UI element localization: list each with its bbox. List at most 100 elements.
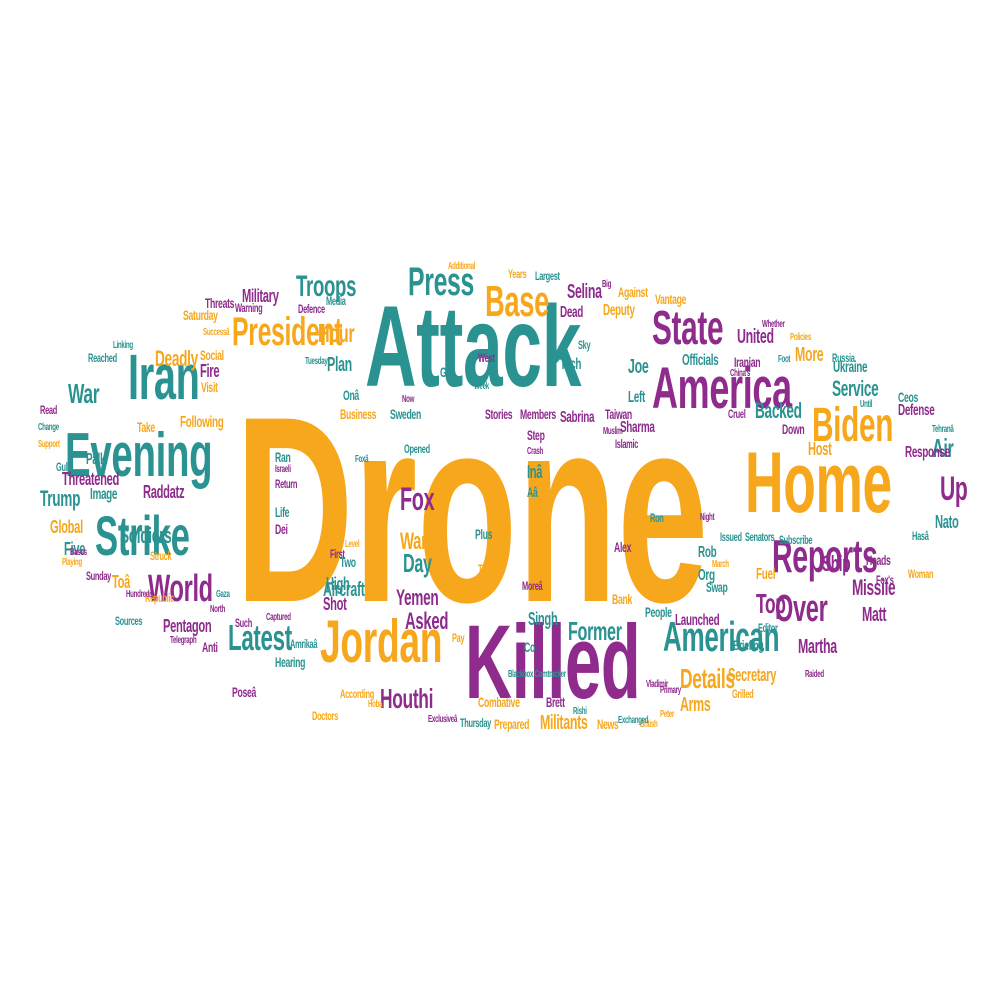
word-state: State <box>652 302 724 355</box>
word-social: Social <box>200 347 224 363</box>
word-nato: Nato <box>935 512 959 532</box>
word-following: Following <box>180 414 224 431</box>
word-raddatz: Raddatz <box>143 482 185 502</box>
word-years: Years <box>508 267 527 281</box>
word-fuel: Fuel <box>756 566 776 583</box>
word-whether: Whether <box>762 319 785 330</box>
word-launched: Launched <box>675 612 720 629</box>
word-united: United <box>737 326 774 348</box>
word-vladimir: Vladimir <box>646 679 668 690</box>
word-trump: Trump <box>40 486 81 511</box>
word-members: Members <box>520 406 556 422</box>
word-sweden: Sweden <box>390 406 421 422</box>
word-hundreds: Hundreds <box>126 589 153 600</box>
word-until: Until <box>860 399 873 410</box>
word-defense: Defense <box>898 402 935 419</box>
word-saturday: Saturday <box>183 307 218 323</box>
word-strike: Strike <box>95 504 190 567</box>
word-missile: Missile <box>852 575 896 600</box>
word-editor: Editor <box>758 621 778 635</box>
word-visit: Visit <box>201 379 218 395</box>
word-fox-s: Fox's <box>876 573 894 587</box>
word-deadly: Deadly <box>155 346 198 371</box>
word-primary: Primary <box>660 685 681 696</box>
word-british: British <box>640 719 658 730</box>
word-take: Take <box>137 419 155 435</box>
word-drone: Drone <box>235 362 709 658</box>
word-evening: Evening <box>65 421 213 490</box>
word-crash: Crash <box>527 446 544 457</box>
word-telegraph: Telegraph <box>170 635 197 646</box>
word-issued: Issued <box>720 530 742 544</box>
word-vantage: Vantage <box>655 291 687 307</box>
word-life: Life <box>275 504 290 520</box>
word-more: More <box>795 344 824 366</box>
word-dead: Dead <box>560 304 584 321</box>
word-hoba: Hoba <box>368 699 383 710</box>
word-killed: Killed <box>465 604 641 721</box>
word-up: Up <box>940 470 968 508</box>
word-selina: Selina <box>567 281 602 303</box>
word-struck: Struck <box>150 549 172 563</box>
word-republic: Republic <box>145 591 174 605</box>
word-has-: Hasâ <box>912 529 929 543</box>
word-peter: Peter <box>660 709 674 720</box>
word-pentagon: Pentagon <box>163 616 212 636</box>
word-success-: Successâ <box>203 327 230 338</box>
word-tech: Tech <box>560 356 582 373</box>
word-prepared: Prepared <box>494 716 530 732</box>
word-top: Top <box>756 588 786 619</box>
word-taiwan: Taiwan <box>605 406 632 422</box>
word-read: Read <box>40 403 57 417</box>
word-largest: Largest <box>535 269 560 283</box>
word-air: Air <box>932 433 954 463</box>
word-business: Business <box>340 406 377 422</box>
word-aircraft: Aircraft <box>323 579 365 601</box>
word-islamic: Islamic <box>615 437 639 451</box>
word-such: Such <box>235 616 252 630</box>
word-briefing: Briefing <box>733 637 764 653</box>
word-rishi: Rishi <box>573 706 587 717</box>
word-deputy: Deputy <box>603 302 635 319</box>
word-senators: Senators <box>745 530 775 544</box>
word-go: Go <box>440 364 452 380</box>
word-in-: Inâ <box>527 462 543 482</box>
word-hearing: Hearing <box>275 654 306 670</box>
word-war: War <box>68 378 100 409</box>
word-palki: Palki <box>86 451 108 468</box>
word-grilled: Grilled <box>732 687 754 701</box>
word-soldiers: Soldiers <box>120 523 172 548</box>
word-host: Host <box>808 439 832 459</box>
word-ran: Ran <box>275 449 291 465</box>
word-a-: Aâ <box>527 484 538 500</box>
word-secretary: Secretary <box>728 665 777 685</box>
word-threatened: Threatened <box>62 469 120 489</box>
word-north: North <box>210 604 225 615</box>
word-tehran-: Tehranâ <box>932 424 954 435</box>
word-sabrina: Sabrina <box>560 409 595 426</box>
word-against: Against <box>618 284 648 300</box>
word-high: High <box>326 574 350 594</box>
word-service: Service <box>832 376 879 401</box>
word-change: Change <box>38 422 59 433</box>
word-doctors: Doctors <box>312 709 338 723</box>
word-joe: Joe <box>628 356 649 378</box>
word-troops: Troops <box>296 270 357 303</box>
word-to-: Toâ <box>112 572 131 592</box>
word-subscribe: Subscribe <box>779 533 813 547</box>
word-five: Five <box>64 539 86 559</box>
word-sharma: Sharma <box>620 419 655 436</box>
word-more-: Moreâ <box>522 579 543 593</box>
word-support: Support <box>38 439 60 450</box>
word-cruel: Cruel <box>728 407 746 421</box>
word-according: According <box>340 687 375 701</box>
word-iran: Iran <box>128 341 200 413</box>
word-wang: Wang <box>400 528 439 555</box>
word-media: Media <box>326 294 346 308</box>
word-ron: Ron <box>650 511 664 525</box>
word-pay: Pay <box>452 631 465 645</box>
word-fox-: Foxâ <box>355 454 369 465</box>
word-world: World <box>148 568 213 610</box>
word-china-s: China's <box>730 368 750 379</box>
